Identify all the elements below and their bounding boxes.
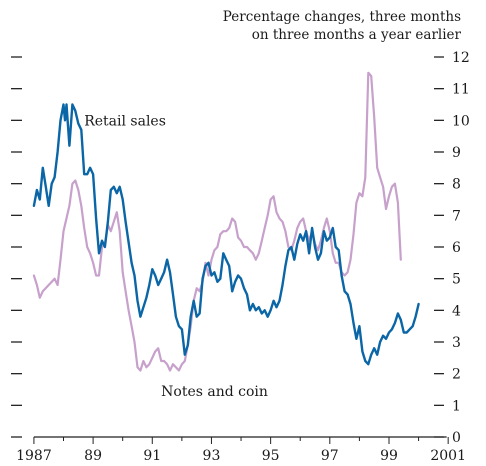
- y-tick-label: 12: [452, 50, 470, 66]
- x-tick-label: 91: [143, 448, 161, 464]
- x-tick-label: 89: [84, 448, 102, 464]
- y-tick-label: 3: [452, 335, 461, 351]
- y-tick-label: 7: [452, 208, 461, 224]
- x-tick-label: 93: [203, 448, 221, 464]
- series-label-notes-and-coin: Notes and coin: [161, 384, 268, 400]
- y-tick-label: 11: [452, 82, 470, 98]
- y-tick-label: 6: [452, 240, 461, 256]
- series-label-retail-sales: Retail sales: [84, 113, 166, 129]
- y-tick-label: 0: [452, 430, 461, 446]
- series-labels: Retail sales Notes and coin: [84, 113, 268, 400]
- y-tick-label: 8: [452, 177, 461, 193]
- x-tick-label: 1987: [16, 448, 52, 464]
- y-tick-label: 1: [452, 398, 461, 414]
- y-tick-label: 5: [452, 272, 461, 288]
- series-lines: [32, 71, 420, 372]
- x-tick-label: 99: [380, 448, 398, 464]
- y-tick-label: 2: [452, 367, 461, 383]
- x-tick-label: 95: [262, 448, 280, 464]
- unit-note-line-2: on three months a year earlier: [251, 27, 461, 43]
- series-line-retail-sales: [32, 103, 420, 366]
- unit-note-line-1: Percentage changes, three months: [222, 9, 461, 25]
- x-tick-label: 97: [321, 448, 339, 464]
- x-tick-label: 2001: [430, 448, 466, 464]
- y-tick-label: 4: [452, 303, 461, 319]
- y-tick-label: 10: [452, 113, 470, 129]
- y-tick-label: 9: [452, 145, 461, 161]
